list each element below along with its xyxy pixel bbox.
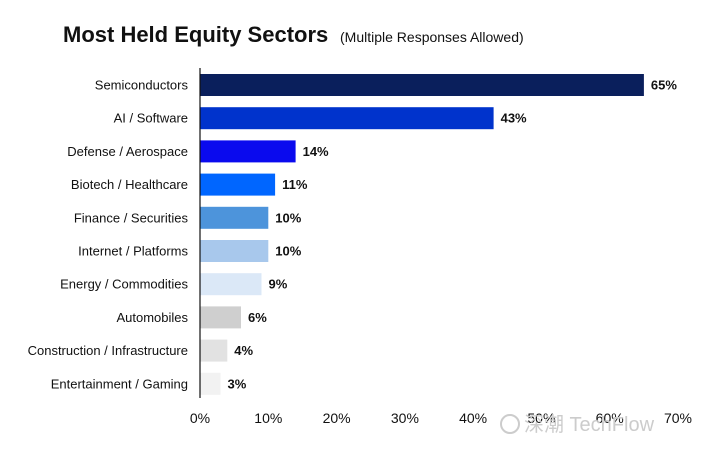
category-label: Finance / Securities [74,210,189,225]
value-label: 3% [228,376,247,391]
category-label: Construction / Infrastructure [28,343,188,358]
category-label: Biotech / Healthcare [71,177,188,192]
value-labels: 65% 43% 14% 11% 10% 10% 9% 6% 4% 3% [228,78,678,392]
x-tick-label: 0% [190,410,210,426]
value-label: 10% [275,244,301,259]
bar [200,74,644,96]
category-label: Semiconductors [95,78,189,93]
x-tick-label: 10% [254,410,282,426]
bar [200,306,241,329]
category-label: Internet / Platforms [78,244,188,259]
chart-subtitle: (Multiple Responses Allowed) [340,29,524,45]
x-tick-label: 70% [664,410,692,426]
bar [200,206,269,229]
value-label: 43% [501,111,527,126]
chart-title: Most Held Equity Sectors [63,22,328,47]
bars-layer [200,74,644,395]
bar [200,339,228,362]
value-label: 11% [282,177,308,192]
category-label: Energy / Commodities [60,277,188,292]
value-label: 6% [248,310,267,325]
category-label: Entertainment / Gaming [51,376,188,391]
x-tick-label: 30% [391,410,419,426]
x-tick-label: 40% [459,410,487,426]
bar [200,173,276,196]
category-labels: Semiconductors AI / Software Defense / Aer… [28,78,189,392]
category-label: Defense / Aerospace [67,144,188,159]
bar [200,140,296,163]
x-tick-label: 50% [527,410,555,426]
value-label: 4% [234,343,253,358]
category-label: Automobiles [116,310,188,325]
bar [200,273,262,296]
value-label: 9% [269,277,288,292]
watermark: 深潮 TechFlow [500,413,655,436]
x-axis-ticks: 0% 10% 20% 30% 40% 50% 60% 70% [190,410,692,426]
x-tick-label: 20% [323,410,351,426]
value-label: 14% [303,144,329,159]
bar [200,240,269,262]
category-label: AI / Software [114,111,188,126]
value-label: 65% [651,78,677,93]
bar [200,372,221,395]
value-label: 10% [275,210,301,225]
x-tick-label: 60% [596,410,624,426]
watermark-icon [500,414,520,434]
bar [200,107,494,130]
watermark-text: 深潮 TechFlow [524,413,655,436]
